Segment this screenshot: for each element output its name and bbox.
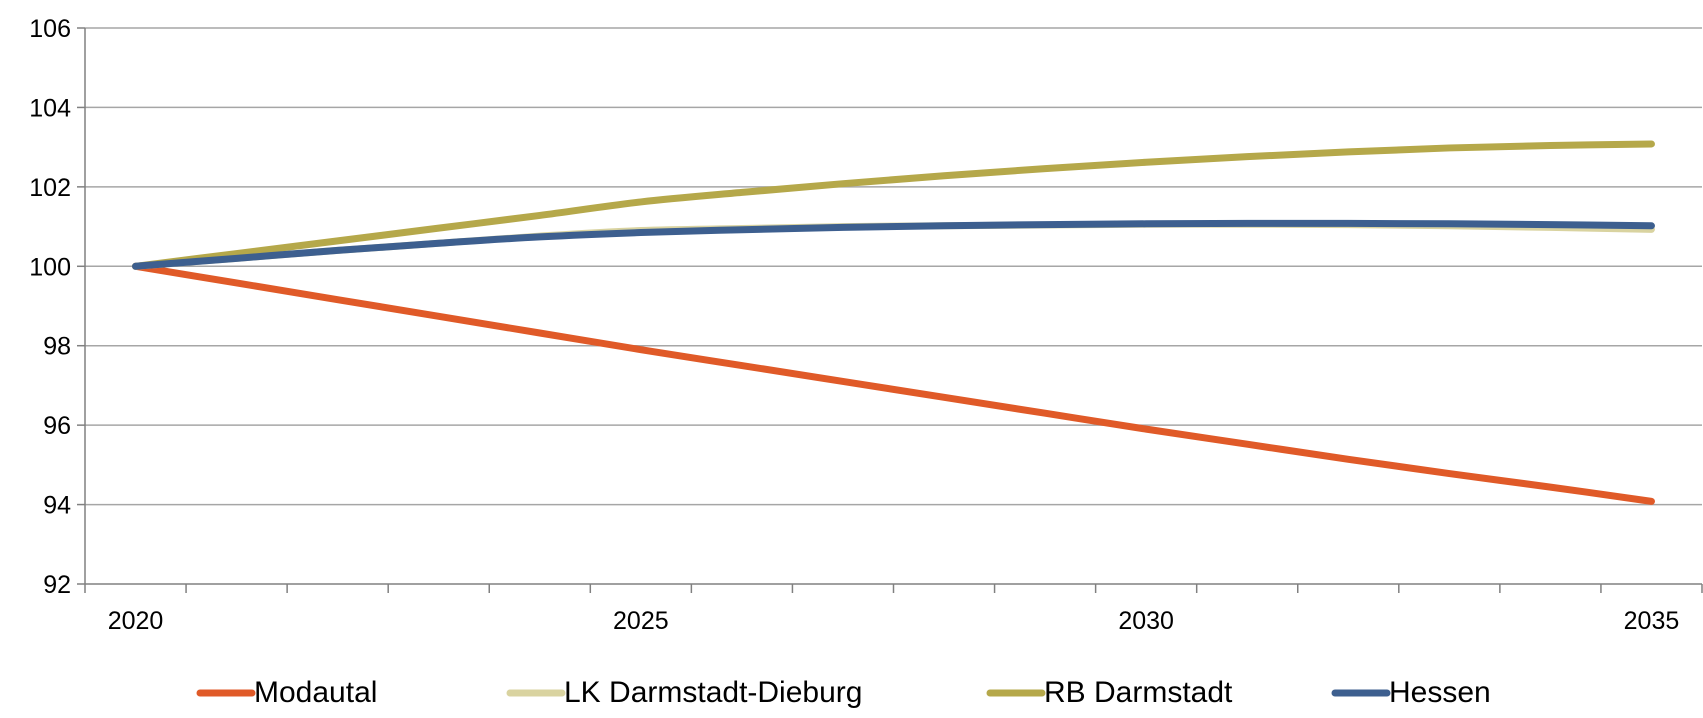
series-line-hessen [132,219,1655,270]
y-tick-label: 102 [29,174,71,202]
series-line-modautal [132,262,1655,505]
series-lines [132,140,1655,505]
legend-item-modautal: Modautal [196,676,377,709]
y-tick-label: 94 [43,492,71,520]
y-tick-label: 92 [43,571,71,599]
axes [77,27,1703,593]
legend-item-rb-darmstadt: RB Darmstadt [986,676,1233,709]
legend-label: Hessen [1389,676,1491,709]
x-tick-label: 2020 [108,607,164,635]
y-tick-label: 98 [43,333,71,361]
x-tick-label: 2030 [1118,607,1174,635]
x-tick-label: 2025 [613,607,669,635]
legend-label: Modautal [254,676,377,709]
legend-label: LK Darmstadt-Dieburg [564,676,862,709]
legend-item-hessen: Hessen [1331,676,1491,709]
y-tick-label: 104 [29,94,71,122]
x-tick-label: 2035 [1624,607,1680,635]
legend: Modautal LK Darmstadt-Dieburg RB Darmstadt… [196,676,1491,709]
tick-labels: 92 94 96 98 100 102 104 106 2020 2025 2030 2035 [29,15,1679,635]
y-tick-label: 96 [43,412,71,440]
legend-item-lk-darmstadt-dieburg: LK Darmstadt-Dieburg [506,676,862,709]
y-tick-label: 106 [29,15,71,43]
series-line-rb-darmstadt [132,140,1655,270]
grid-lines [85,27,1702,506]
y-tick-label: 100 [29,253,71,281]
legend-label: RB Darmstadt [1044,676,1233,709]
